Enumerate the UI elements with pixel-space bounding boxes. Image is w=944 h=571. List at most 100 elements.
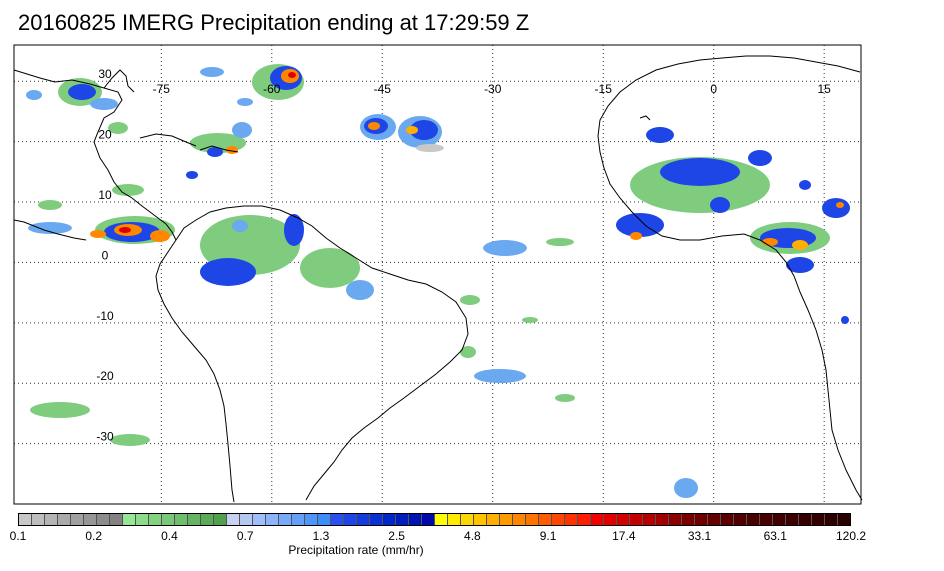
colorbar-segment [799, 514, 812, 525]
colorbar-segment [565, 514, 578, 525]
colorbar-segment [253, 514, 266, 525]
colorbar [18, 513, 851, 526]
colorbar-segment [162, 514, 175, 525]
colorbar-tick-label: 0.1 [9, 529, 27, 543]
colorbar-segment [19, 514, 32, 525]
colorbar-segment [682, 514, 695, 525]
colorbar-segment [461, 514, 474, 525]
colorbar-segment [409, 514, 422, 525]
longitude-labels: -75 -60 -45 -30 -15 0 15 [153, 82, 832, 96]
colorbar-segment [175, 514, 188, 525]
rain-cell-amazon [200, 214, 374, 300]
colorbar-segment [45, 514, 58, 525]
colorbar-segment [422, 514, 435, 525]
colorbar-segment [734, 514, 747, 525]
colorbar-segment [526, 514, 539, 525]
precipitation-field [26, 64, 850, 498]
longitude-label: -15 [595, 82, 613, 96]
colorbar-segment [604, 514, 617, 525]
longitude-label: -75 [153, 82, 171, 96]
colorbar-segment [84, 514, 97, 525]
colorbar-segment [266, 514, 279, 525]
longitude-label: 0 [710, 82, 717, 96]
colorbar-segment [370, 514, 383, 525]
colorbar-segment [97, 514, 110, 525]
colorbar-segment [656, 514, 669, 525]
colorbar-segment [617, 514, 630, 525]
coastlines [13, 55, 863, 503]
colorbar-segment [487, 514, 500, 525]
colorbar-segment [227, 514, 240, 525]
colorbar-segment [136, 514, 149, 525]
colorbar-segment [188, 514, 201, 525]
latitude-labels: 30 20 10 0 -10 -20 -30 [96, 67, 114, 443]
colorbar-segment [318, 514, 331, 525]
colorbar-segment [279, 514, 292, 525]
colorbar-tick-label: 63.1 [763, 529, 787, 543]
colorbar-segment [812, 514, 825, 525]
colorbar-segment [58, 514, 71, 525]
colorbar-tick-label: 2.5 [388, 529, 405, 543]
colorbar-segment [240, 514, 253, 525]
latitude-label: 30 [98, 67, 112, 81]
colorbar-segment [357, 514, 370, 525]
colorbar-segment [292, 514, 305, 525]
colorbar-tick-label: 0.4 [161, 529, 178, 543]
colorbar-tick-label: 1.3 [312, 529, 330, 543]
colorbar-tick-label: 9.1 [539, 529, 557, 543]
latitude-label: 10 [98, 188, 112, 202]
rain-cell-storm-north [252, 64, 304, 100]
rain-cell-west-africa [616, 127, 850, 324]
colorbar-segment [513, 514, 526, 525]
colorbar-tick-label: 0.2 [85, 529, 103, 543]
colorbar-segment [786, 514, 799, 525]
colorbar-segment [669, 514, 682, 525]
colorbar-segment [643, 514, 656, 525]
colorbar-tick-label: 4.8 [464, 529, 481, 543]
latitude-label: -20 [96, 369, 114, 383]
page-title: 20160825 IMERG Precipitation ending at 1… [18, 10, 530, 35]
rain-cell-atlantic-scatter [30, 238, 698, 498]
colorbar-segment [331, 514, 344, 525]
colorbar-segment [838, 514, 850, 525]
colorbar-segment [539, 514, 552, 525]
colorbar-segment [110, 514, 123, 525]
colorbar-segment [760, 514, 773, 525]
longitude-label: -60 [263, 82, 281, 96]
map-frame [13, 44, 862, 505]
colorbar-segment [32, 514, 45, 525]
colorbar-segment [435, 514, 448, 525]
rain-cell-central-america [28, 200, 175, 244]
longitude-label: 15 [817, 82, 831, 96]
colorbar-segment [123, 514, 136, 525]
colorbar-segment [578, 514, 591, 525]
colorbar-segment [201, 514, 214, 525]
colorbar-tick-label: 0.7 [236, 529, 254, 543]
colorbar-segment [695, 514, 708, 525]
colorbar-segment [721, 514, 734, 525]
colorbar-tick-label: 120.2 [835, 529, 867, 543]
rain-cell-caribbean [186, 67, 253, 179]
colorbar-segment [591, 514, 604, 525]
colorbar-tick-label: 33.1 [687, 529, 712, 543]
latitude-label: 20 [98, 128, 112, 142]
colorbar-segment [149, 514, 162, 525]
colorbar-segment [396, 514, 409, 525]
colorbar-segment [773, 514, 786, 525]
colorbar-tick-label: 17.4 [612, 529, 636, 543]
rain-cell-gulf [26, 78, 144, 196]
colorbar-segment [708, 514, 721, 525]
rain-cell-mid-atlantic [360, 114, 444, 152]
colorbar-unit-label: Precipitation rate (mm/hr) [288, 543, 424, 557]
longitude-label: -45 [374, 82, 392, 96]
colorbar-segment [500, 514, 513, 525]
colorbar-segment [214, 514, 227, 525]
latitude-label: -10 [96, 309, 114, 323]
colorbar-segment [474, 514, 487, 525]
colorbar-segment [448, 514, 461, 525]
colorbar-segment [305, 514, 318, 525]
colorbar-segment [383, 514, 396, 525]
colorbar-segment [747, 514, 760, 525]
latitude-label: -30 [96, 430, 114, 444]
